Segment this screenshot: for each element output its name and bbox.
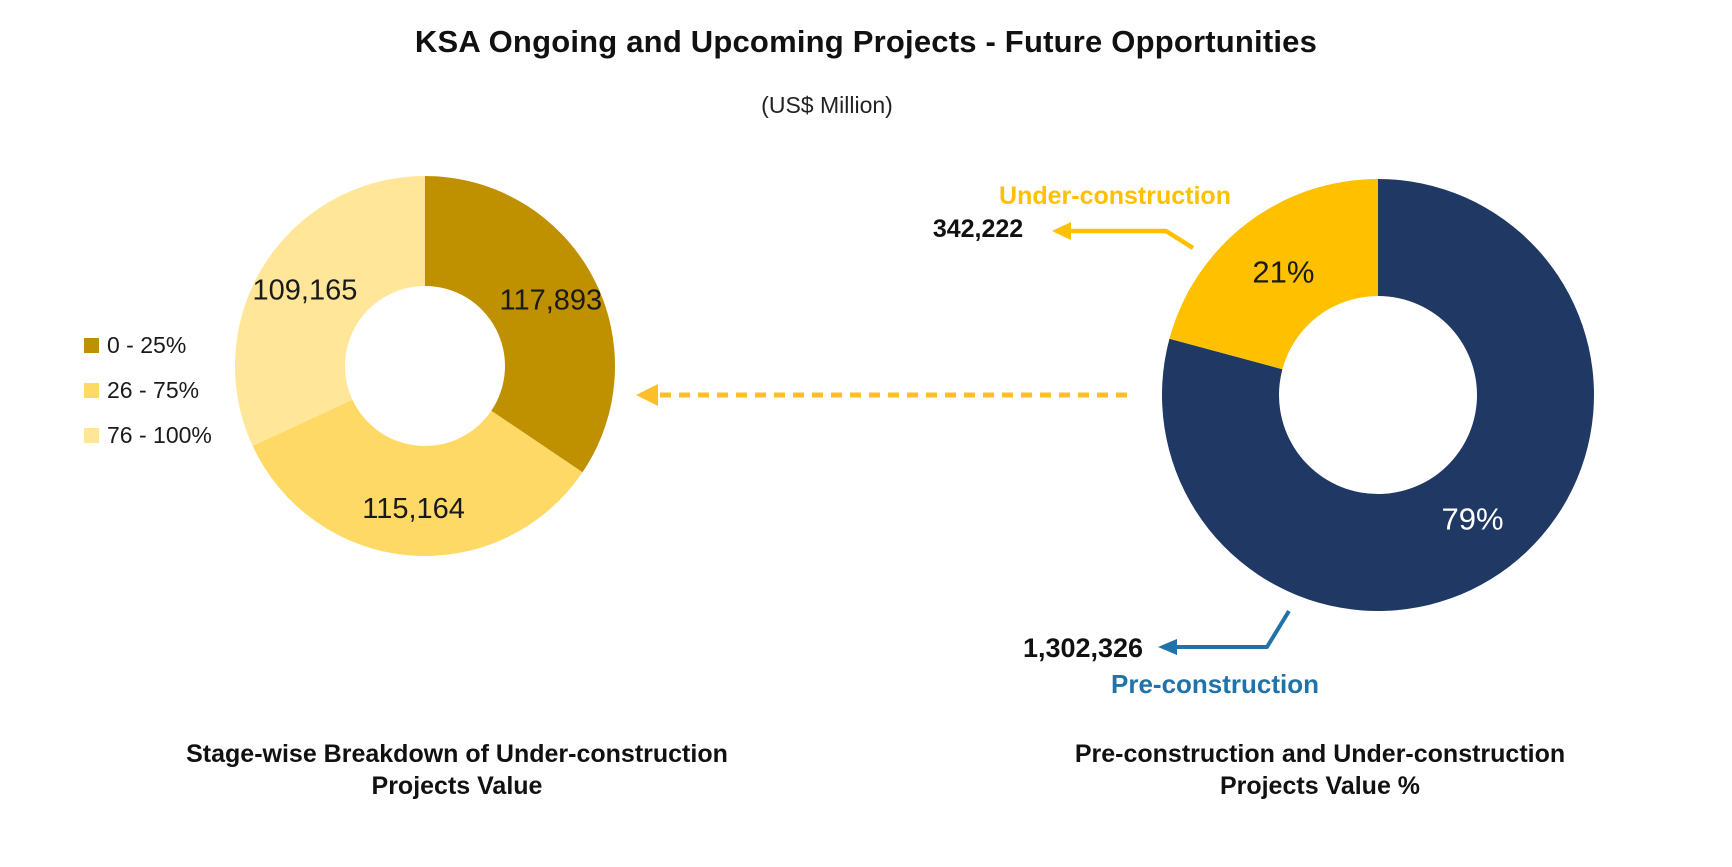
pre-construction-arrow [1158,609,1291,655]
donut-slice-pre-construction [1161,179,1594,611]
donut-slice-value-label: 79% [1442,501,1504,536]
legend-swatch-icon [84,383,99,398]
right-chart-caption: Pre-construction and Under-construction … [1075,738,1565,802]
page-subtitle: (US$ Million) [761,92,893,118]
dashed-connector-arrow [636,384,1127,406]
under-construction-callout-value: 342,222 [932,215,1024,243]
donut-slice-0-25- [425,176,616,473]
left-chart-caption-line1: Stage-wise Breakdown of Under-constructi… [186,740,728,768]
page-title: KSA Ongoing and Upcoming Projects - Futu… [414,24,1318,59]
left-chart-caption-line2: Projects Value [371,772,543,800]
legend-item-0-25-: 0 - 25% [84,334,212,357]
pre-construction-callout-value: 1,302,326 [1022,633,1144,663]
right-chart-caption-line2: Projects Value % [1219,772,1421,800]
legend-item-76-100-: 76 - 100% [84,424,212,447]
legend-label: 0 - 25% [107,332,187,358]
under-construction-callout-label: Under-construction [999,182,1231,210]
donut-slice-76-100- [234,176,425,446]
legend-swatch-icon [84,338,99,353]
left-donut-chart: 117,893 115,164 109,165 [234,176,616,556]
right-chart-caption-line1: Pre-construction and Under-construction [1074,740,1566,768]
right-donut-chart: 79% 21% [1161,179,1594,611]
donut-slice-value-label: 109,165 [253,274,358,306]
donut-slice-value-label: 117,893 [499,284,602,316]
under-construction-arrow [1052,222,1195,250]
donut-slice-value-label: 115,164 [362,493,465,525]
legend-item-26-75-: 26 - 75% [84,379,212,402]
donut-slice-26-75- [252,399,583,556]
donut-slice-under-construction [1169,179,1378,370]
left-chart-caption: Stage-wise Breakdown of Under-constructi… [186,738,728,802]
legend-label: 26 - 75% [107,377,200,403]
legend-swatch-icon [84,428,99,443]
legend-label: 76 - 100% [107,422,212,448]
donut-slice-value-label: 21% [1252,254,1314,289]
left-chart-legend: 0 - 25% 26 - 75% 76 - 100% [84,334,212,447]
pre-construction-callout-label: Pre-construction [1110,669,1320,699]
